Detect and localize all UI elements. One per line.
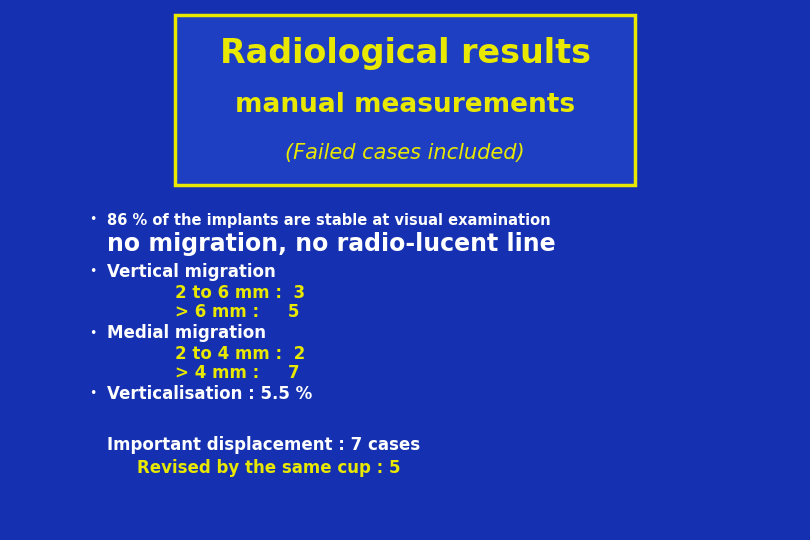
Text: > 6 mm :     5: > 6 mm : 5 xyxy=(175,303,300,321)
Text: 2 to 4 mm :  2: 2 to 4 mm : 2 xyxy=(175,345,305,363)
Text: •: • xyxy=(89,327,96,340)
Text: •: • xyxy=(89,266,96,279)
Text: 2 to 6 mm :  3: 2 to 6 mm : 3 xyxy=(175,284,305,302)
Text: Vertical migration: Vertical migration xyxy=(107,263,275,281)
Text: Medial migration: Medial migration xyxy=(107,324,266,342)
Text: manual measurements: manual measurements xyxy=(235,92,575,118)
Text: Revised by the same cup : 5: Revised by the same cup : 5 xyxy=(137,459,400,477)
Text: > 4 mm :     7: > 4 mm : 7 xyxy=(175,364,300,382)
Text: 86 % of the implants are stable at visual examination: 86 % of the implants are stable at visua… xyxy=(107,213,551,227)
Text: Verticalisation : 5.5 %: Verticalisation : 5.5 % xyxy=(107,385,312,403)
FancyBboxPatch shape xyxy=(175,15,635,185)
Text: •: • xyxy=(89,388,96,401)
Text: Radiological results: Radiological results xyxy=(220,37,590,70)
Text: (Failed cases included): (Failed cases included) xyxy=(285,143,525,163)
Text: Important displacement : 7 cases: Important displacement : 7 cases xyxy=(107,436,420,454)
Text: no migration, no radio-lucent line: no migration, no radio-lucent line xyxy=(107,232,556,256)
Text: •: • xyxy=(89,213,96,226)
